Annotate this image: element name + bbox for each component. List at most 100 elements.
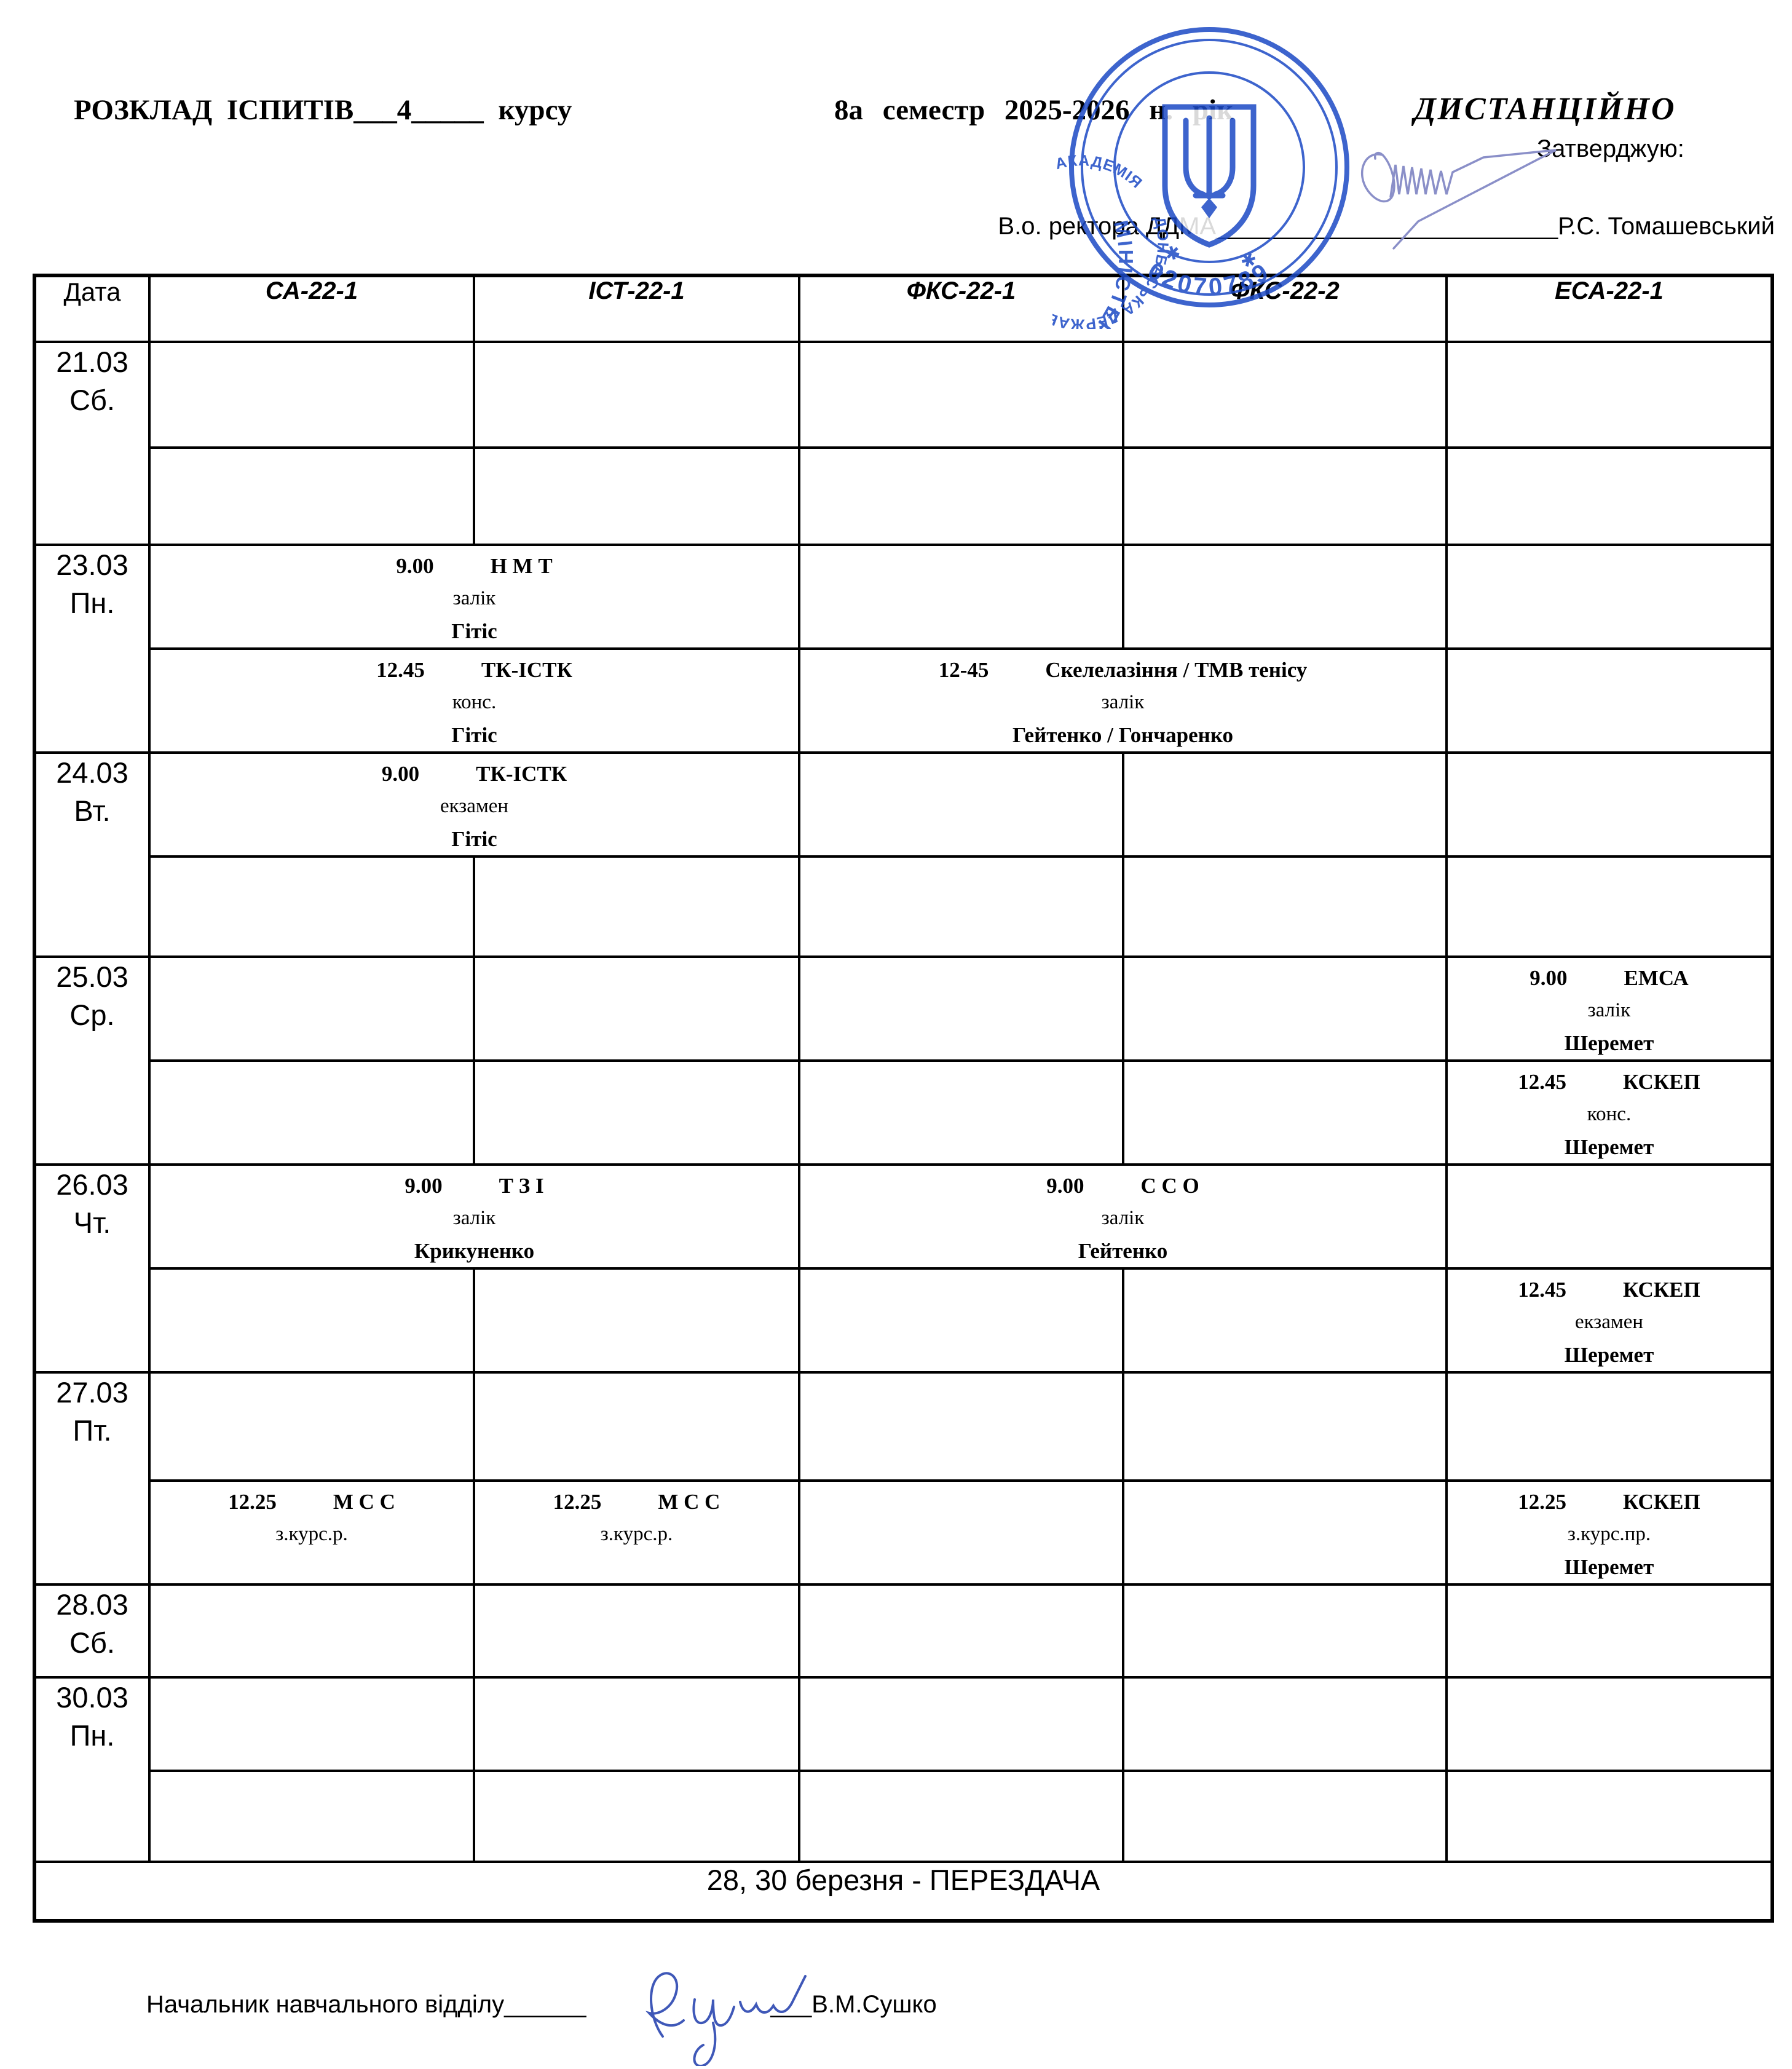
empty-cell (148, 955, 475, 1062)
weekday-label: Пн. (69, 1719, 115, 1752)
empty-cell (1122, 544, 1448, 650)
empty-cell (473, 1583, 800, 1679)
table-row (34, 446, 1774, 546)
empty-cell (798, 1770, 1124, 1863)
table-row: 12.25 М С С з.курс.р. 12.25 М С С з.курс.р… (34, 1479, 1774, 1586)
empty-cell (148, 1583, 475, 1679)
empty-cell (1122, 446, 1448, 546)
schedule-table: Дата СА-22-1 ІСТ-22-1 ФКС-22-1 ФКС-22-2 … (33, 274, 1774, 1923)
empty-cell (473, 1676, 800, 1772)
table-row (34, 855, 1774, 958)
group-header-fks2: ФКС-22-2 (1122, 274, 1448, 343)
empty-cell (798, 1059, 1124, 1166)
empty-cell (798, 446, 1124, 546)
date-cell-26-03: 26.03 Чт. (33, 1163, 151, 1374)
table-row: 28.03 Сб. (33, 1583, 1774, 1679)
weekday-label: Сб. (69, 384, 115, 417)
date-label: 26.03 (56, 1168, 128, 1201)
group-header-sa: СА-22-1 (148, 274, 475, 343)
date-cell-30-03: 30.03 Пн. (33, 1676, 151, 1863)
exam-cell-emsa: 9.00 ЕМСА залік Шеремет (1445, 955, 1774, 1062)
date-cell-21-03: 21.03 Сб. (33, 341, 151, 546)
empty-cell (1122, 1479, 1448, 1586)
empty-cell (148, 446, 475, 546)
signoff-line: Начальник навчального відділу______ ___В… (146, 1991, 937, 2019)
weekday-label: Пн. (69, 587, 115, 620)
mode-title: ДИСТАНЦІЙНО (1414, 92, 1676, 127)
weekday-label: Сб. (69, 1626, 115, 1660)
date-label: 25.03 (56, 960, 128, 993)
exam-cell-kskep-cons: 12.45 КСКЕП конс. Шеремет (1445, 1059, 1774, 1166)
table-row: 21.03 Сб. (33, 341, 1774, 546)
exam-cell-tkistk-cons: 12.45 ТК-ІСТК конс. Гітіс (148, 647, 800, 754)
empty-cell (148, 1059, 475, 1166)
group-header-ist: ІСТ-22-1 (473, 274, 800, 343)
empty-cell (473, 855, 800, 958)
date-cell-23-03: 23.03 Пн. (33, 544, 151, 754)
empty-cell (148, 855, 475, 958)
table-row: 12.45 ТК-ІСТК конс. Гітіс 12-45 Скелелазін… (34, 647, 1774, 754)
empty-cell (1122, 341, 1448, 449)
date-label: 27.03 (56, 1376, 128, 1409)
empty-cell (1445, 1371, 1774, 1482)
empty-cell (148, 1770, 475, 1863)
table-row: 30.03 Пн. (33, 1676, 1774, 1863)
date-label: 28.03 (56, 1588, 128, 1621)
stamp-outer-circle-2 (1081, 39, 1338, 296)
date-label: 24.03 (56, 756, 128, 789)
empty-cell (798, 1371, 1124, 1482)
weekday-label: Чт. (73, 1206, 111, 1240)
date-label: 23.03 (56, 548, 128, 581)
empty-cell (1122, 751, 1448, 858)
table-row: 27.03 Пт. (33, 1371, 1774, 1586)
empty-cell (473, 1770, 800, 1863)
table-row: 12.45 КСКЕП конс. Шеремет (34, 1059, 1774, 1166)
empty-cell (798, 544, 1124, 650)
exam-cell-mss-sa: 12.25 М С С з.курс.р. (148, 1479, 475, 1586)
empty-cell (1122, 955, 1448, 1062)
table-header-row: Дата СА-22-1 ІСТ-22-1 ФКС-22-1 ФКС-22-2 … (33, 274, 1774, 343)
exam-cell-sso: 9.00 С С О залік Гейтенко (798, 1163, 1448, 1270)
empty-cell (1122, 1371, 1448, 1482)
empty-cell (798, 1479, 1124, 1586)
empty-cell (473, 446, 800, 546)
date-cell-27-03: 27.03 Пт. (33, 1371, 151, 1586)
group-header-fks1: ФКС-22-1 (798, 274, 1124, 343)
exam-cell-mss-ist: 12.25 М С С з.курс.р. (473, 1479, 800, 1586)
empty-cell (1445, 1163, 1774, 1270)
empty-cell (1445, 1770, 1774, 1863)
stamp-star-right-icon: ✱ (1238, 249, 1258, 272)
empty-cell (798, 1676, 1124, 1772)
empty-cell (1122, 1770, 1448, 1863)
table-row: 25.03 Ср. 9.00 ЕМСА залік Шеремет (33, 955, 1774, 1166)
empty-cell (798, 751, 1124, 858)
empty-cell (1445, 1583, 1774, 1679)
weekday-label: Вт. (74, 794, 111, 828)
date-cell-24-03: 24.03 Вт. (33, 751, 151, 958)
page-title: РОЗКЛАД ІСПИТІВ___4_____ курсу (74, 94, 572, 126)
date-label: 21.03 (56, 346, 128, 378)
empty-cell (1445, 751, 1774, 858)
exam-cell-climbing: 12-45 Скелелазіння / ТМВ тенісу залік Гей… (798, 647, 1448, 754)
empty-cell (1445, 647, 1774, 754)
table-row: 23.03 Пн. 9.00 Н М Т залік Гітіс (33, 544, 1774, 754)
date-header-cell: Дата (33, 274, 151, 343)
empty-cell (148, 1371, 475, 1482)
empty-cell (473, 1267, 800, 1374)
empty-cell (798, 341, 1124, 449)
empty-cell (473, 1059, 800, 1166)
empty-cell (798, 855, 1124, 958)
exam-cell-kskep-course: 12.25 КСКЕП з.курс.пр. Шеремет (1445, 1479, 1774, 1586)
empty-cell (1445, 341, 1774, 449)
date-cell-25-03: 25.03 Ср. (33, 955, 151, 1166)
signoff-label: Начальник навчального відділу______ (146, 1991, 586, 2018)
empty-cell (1445, 544, 1774, 650)
empty-cell (798, 955, 1124, 1062)
empty-cell (1445, 446, 1774, 546)
resit-row: 28, 30 березня - ПЕРЕЗДАЧА (33, 1861, 1774, 1922)
empty-cell (798, 1583, 1124, 1679)
empty-cell (148, 341, 475, 449)
exam-cell-tkistk-exam: 9.00 ТК-ІСТК екзамен Гітіс (148, 751, 800, 858)
empty-cell (148, 1676, 475, 1772)
